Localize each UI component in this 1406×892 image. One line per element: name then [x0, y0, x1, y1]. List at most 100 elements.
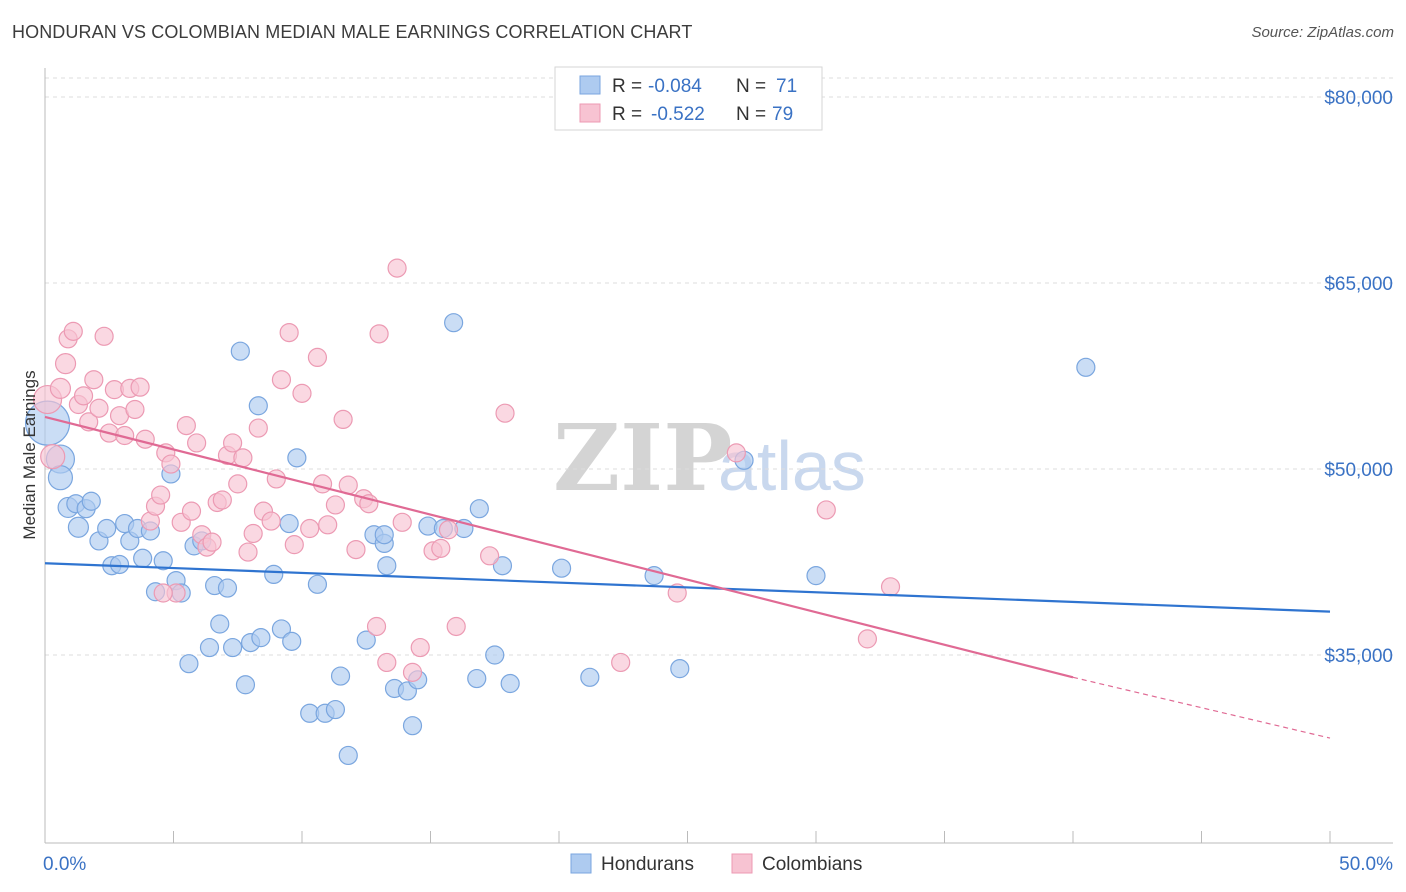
colombians-point-54 — [333, 409, 353, 429]
hondurans-point-11 — [109, 554, 130, 575]
hondurans-point-34 — [251, 628, 271, 648]
hondurans-point-9 — [97, 518, 117, 539]
hondurans-point-33 — [248, 396, 268, 416]
y-axis-title: Median Male Earnings — [20, 370, 39, 539]
hondurans-point-59 — [469, 499, 489, 519]
colombians-point-43 — [261, 511, 281, 531]
hondurans-point-36 — [271, 619, 292, 639]
trend-lines — [44, 415, 1331, 739]
colombians-point-62 — [387, 258, 407, 278]
hondurans-point-2 — [47, 465, 74, 491]
colombians-point-18 — [130, 377, 150, 397]
colombians-point-78 — [153, 583, 173, 603]
hondurans-point-43 — [325, 699, 346, 720]
hondurans-point-66 — [670, 659, 690, 679]
legend-n-label-2: N = — [736, 104, 766, 125]
colombians-point-59 — [366, 616, 387, 637]
hondurans-point-7 — [81, 491, 101, 511]
colombians-point-75 — [816, 500, 836, 520]
hondurans-point-25 — [199, 637, 220, 658]
colombians-point-49 — [300, 518, 320, 539]
colombians-point-67 — [431, 538, 451, 558]
colombians-point-74 — [726, 443, 746, 463]
legend-n-value-2: 79 — [772, 104, 793, 125]
hondurans-point-69 — [1076, 357, 1096, 377]
colombians-point-34 — [212, 490, 232, 510]
hondurans-point-70 — [374, 525, 394, 545]
gridlines — [45, 77, 1393, 656]
hondurans-point-28 — [217, 578, 238, 598]
hondurans-point-63 — [551, 558, 572, 578]
colombians-point-73 — [667, 583, 687, 603]
hondurans-point-60 — [485, 645, 505, 665]
colombians-point-29 — [187, 433, 207, 453]
colombians-point-27 — [176, 416, 196, 436]
hondurans-point-44 — [330, 666, 351, 686]
colombians-point-53 — [325, 495, 346, 515]
colombians-trend-extension — [1072, 676, 1331, 739]
hondurans-point-39 — [287, 448, 307, 468]
colombians-point-50 — [307, 347, 328, 367]
colombians-point-36 — [223, 433, 243, 453]
chart-title: HONDURAN VS COLOMBIAN MEDIAN MALE EARNIN… — [12, 22, 693, 42]
y-tick-labels: $35,000 $50,000 $65,000 $80,000 — [1324, 88, 1393, 667]
hondurans-point-15 — [133, 548, 153, 568]
colombians-point-44 — [266, 469, 286, 489]
colombians-point-51 — [312, 474, 333, 494]
legend-r-value-1: -0.084 — [648, 76, 702, 97]
colombians-point-69 — [446, 616, 466, 637]
hondurans-point-46 — [356, 630, 376, 650]
hondurans-point-58 — [467, 668, 487, 689]
bottom-legend-hondurans: Hondurans — [601, 854, 694, 875]
hondurans-point-5 — [67, 516, 90, 538]
hondurans-point-64 — [580, 667, 600, 687]
colombians-point-65 — [410, 637, 430, 658]
colombians-point-41 — [248, 418, 268, 438]
bottom-legend-colombians: Colombians — [762, 854, 862, 875]
colombians-point-39 — [238, 542, 258, 562]
bottom-legend-swatch-colombians — [731, 853, 753, 874]
colombians-point-9 — [84, 370, 104, 390]
colombians-point-71 — [495, 403, 515, 423]
colombians-trend-line — [44, 415, 1074, 679]
stats-legend: R = -0.084 N = 71 R = -0.522 N = 79 — [554, 66, 823, 131]
colombians-point-64 — [402, 662, 423, 682]
colombians-point-32 — [202, 532, 222, 552]
colombians-points — [32, 258, 901, 682]
colombians-point-70 — [480, 546, 500, 566]
hondurans-point-62 — [500, 673, 520, 694]
hondurans-point-30 — [230, 341, 250, 361]
hondurans-point-31 — [235, 675, 256, 695]
colombians-point-76 — [857, 629, 878, 649]
colombians-point-22 — [151, 485, 171, 505]
colombians-point-40 — [243, 523, 263, 544]
colombians-point-46 — [279, 323, 299, 343]
colombians-point-61 — [377, 652, 397, 673]
hondurans-point-27 — [210, 614, 230, 634]
legend-swatch-colombians — [579, 103, 601, 123]
hondurans-point-38 — [282, 631, 302, 651]
legend-r-label-1: R = — [612, 76, 642, 97]
hondurans-trend-line — [44, 562, 1331, 613]
hondurans-point-29 — [223, 637, 243, 658]
y-tick-label-3: $80,000 — [1324, 88, 1393, 109]
legend-n-value-1: 71 — [776, 76, 797, 97]
hondurans-point-41 — [307, 574, 328, 594]
hondurans-point-68 — [806, 566, 826, 586]
colombians-point-63 — [392, 512, 412, 532]
legend-n-label-1: N = — [736, 76, 766, 97]
watermark-zip: ZIP — [553, 404, 732, 512]
colombians-point-24 — [161, 454, 181, 474]
colombians-point-17 — [125, 399, 145, 420]
y-tick-label-2: $65,000 — [1324, 274, 1393, 295]
hondurans-point-18 — [153, 551, 173, 571]
colombians-point-48 — [292, 383, 312, 403]
colombians-point-10 — [89, 398, 109, 418]
series-legend: Hondurans Colombians — [570, 853, 862, 875]
colombians-point-68 — [438, 520, 459, 540]
colombians-point-77 — [880, 577, 901, 597]
colombians-point-28 — [181, 501, 202, 521]
source-label: Source: ZipAtlas.com — [1251, 24, 1394, 41]
colombians-point-1 — [40, 444, 66, 470]
